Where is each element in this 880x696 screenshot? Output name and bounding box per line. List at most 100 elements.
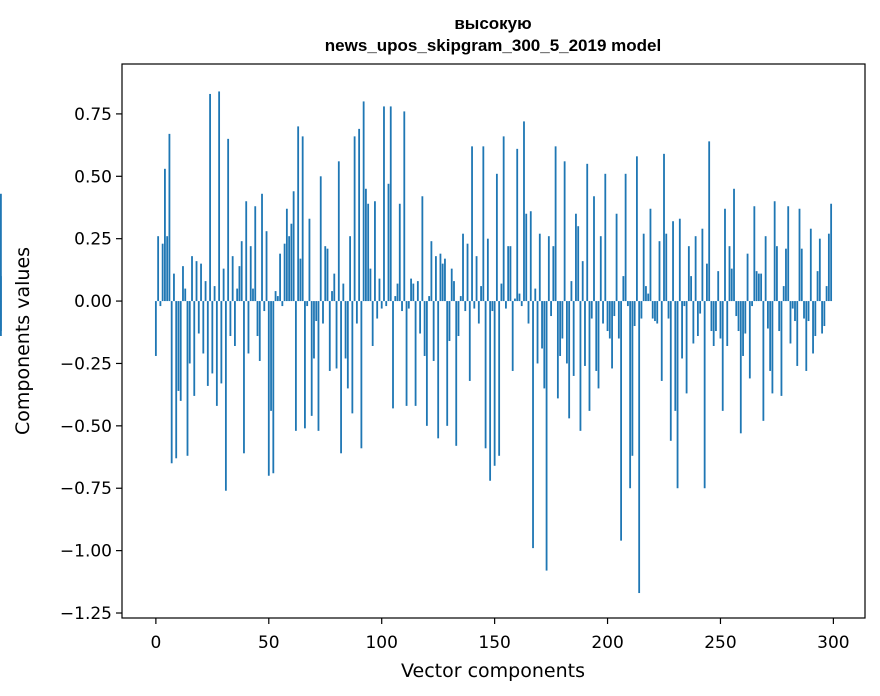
- bar: [435, 256, 437, 302]
- bar: [626, 301, 629, 307]
- bar: [547, 236, 550, 302]
- bar: [651, 301, 654, 319]
- bar: [615, 213, 618, 302]
- bar: [509, 246, 512, 302]
- bar: [658, 241, 661, 302]
- bar: [825, 286, 828, 302]
- bar: [270, 301, 272, 411]
- bar: [511, 301, 514, 371]
- bar: [491, 301, 494, 312]
- bar: [766, 301, 769, 329]
- bar: [304, 301, 306, 429]
- bar: [590, 301, 593, 319]
- chart-title-line1: высокую: [454, 14, 531, 33]
- bar: [559, 301, 562, 356]
- bar: [385, 301, 388, 307]
- bar: [173, 273, 175, 302]
- bar: [543, 301, 546, 389]
- bar: [776, 246, 778, 302]
- bar: [466, 243, 469, 302]
- bar: [0, 193, 2, 302]
- bar: [482, 146, 485, 302]
- bar: [369, 268, 372, 302]
- bar: [313, 301, 315, 359]
- bar: [319, 176, 322, 302]
- bar: [371, 301, 374, 346]
- bar: [299, 258, 302, 302]
- bar: [746, 253, 749, 302]
- bar: [179, 301, 182, 401]
- bar: [595, 301, 598, 371]
- bar: [755, 271, 758, 302]
- bar: [197, 301, 200, 334]
- bar: [715, 301, 717, 332]
- bar: [762, 301, 765, 421]
- bar: [800, 248, 803, 302]
- bar: [694, 236, 697, 302]
- bar: [645, 286, 647, 302]
- bar: [182, 266, 184, 302]
- bar: [252, 288, 254, 302]
- bar: [378, 278, 381, 302]
- bar: [457, 301, 460, 337]
- bar: [240, 241, 243, 302]
- bar: [383, 106, 385, 302]
- y-tick-label: 0.00: [74, 292, 112, 312]
- bar: [525, 213, 528, 302]
- bar: [281, 301, 284, 307]
- bar: [170, 301, 173, 464]
- bar: [272, 301, 275, 474]
- bar: [414, 301, 417, 406]
- y-tick-label: 0.50: [74, 167, 112, 187]
- bar: [292, 191, 295, 302]
- bar: [236, 288, 239, 302]
- bar: [450, 268, 453, 302]
- bar: [211, 301, 214, 374]
- bar: [317, 301, 320, 431]
- bar: [267, 301, 270, 476]
- bar: [672, 221, 674, 302]
- bar: [473, 301, 476, 309]
- bar: [206, 301, 209, 386]
- bar: [261, 193, 263, 302]
- bar: [256, 301, 259, 337]
- bar: [258, 301, 261, 361]
- bar: [333, 273, 336, 302]
- bar: [403, 111, 406, 302]
- y-tick-label: −0.50: [60, 417, 112, 437]
- bar: [410, 278, 412, 302]
- x-tick-label: 100: [365, 633, 397, 653]
- bar: [622, 276, 625, 302]
- bar: [279, 253, 281, 302]
- bar: [164, 168, 166, 302]
- bar: [550, 301, 552, 317]
- bar: [660, 301, 663, 381]
- x-tick-label: 150: [478, 633, 510, 653]
- bar: [484, 301, 487, 449]
- bar: [430, 241, 433, 302]
- bar: [423, 301, 426, 356]
- bar: [712, 301, 715, 346]
- bar: [794, 301, 796, 322]
- bar: [748, 301, 751, 379]
- bar: [737, 301, 740, 332]
- bar: [667, 301, 670, 319]
- bar: [200, 263, 202, 302]
- bar: [570, 281, 573, 302]
- bar: [405, 301, 408, 406]
- bar: [351, 301, 354, 414]
- bar: [812, 301, 814, 354]
- bar: [760, 273, 763, 302]
- bar: [581, 261, 584, 302]
- bar: [751, 301, 753, 307]
- y-axis: 0.75 0.50 0.25 0.00 −0.25 −0.50 −0.75 −1.00 −1.2…: [60, 105, 122, 624]
- bar: [464, 301, 467, 312]
- bar: [584, 301, 586, 366]
- bar: [475, 256, 478, 302]
- bar: [444, 258, 446, 302]
- bar: [213, 286, 216, 302]
- bar: [175, 301, 178, 459]
- bar: [455, 301, 458, 446]
- bar: [220, 301, 223, 384]
- bar: [778, 301, 781, 332]
